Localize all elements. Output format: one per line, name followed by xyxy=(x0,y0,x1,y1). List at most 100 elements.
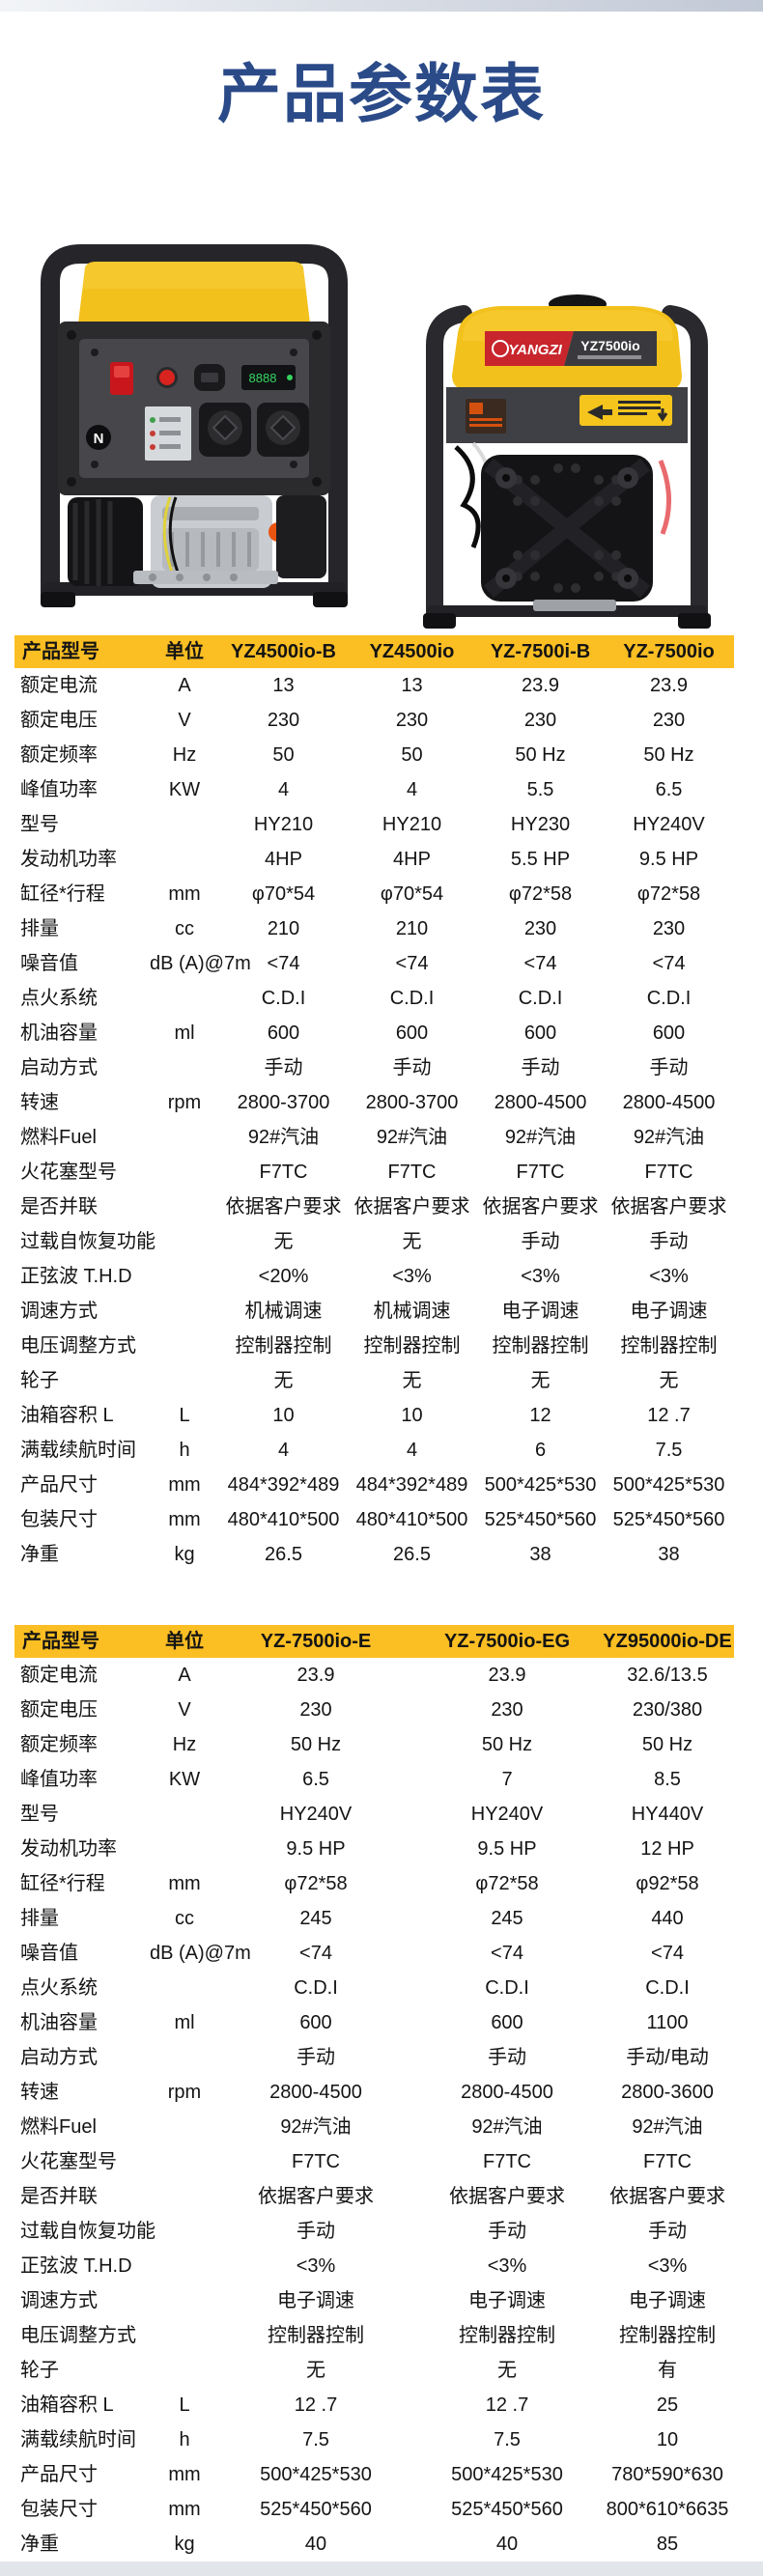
table-row: 缸径*行程 mm φ72*58 φ72*58 φ92*58 xyxy=(14,1866,734,1901)
spec-label: 过载自恢复功能 xyxy=(20,1231,155,1252)
spec-label: 燃料Fuel xyxy=(20,2116,97,2138)
spec-value: <3% xyxy=(649,1266,689,1287)
spec-label: 过载自恢复功能 xyxy=(20,2221,155,2242)
spec-value: 4HP xyxy=(393,849,431,870)
spec-label: 产品尺寸 xyxy=(20,2464,98,2485)
table-row: 净重 kg 40 40 85 xyxy=(14,2527,734,2562)
spec-value: 600 xyxy=(652,1022,686,1044)
table-row: 包装尺寸 mm 525*450*560 525*450*560 800*610*6635 xyxy=(14,2492,734,2527)
table-row: 产品尺寸 mm 484*392*489 484*392*489 500*425*530 5… xyxy=(14,1468,734,1502)
spec-value: 500*425*530 xyxy=(451,2464,563,2485)
spec-value: 4 xyxy=(277,1440,290,1461)
table-row: 缸径*行程 mm φ70*54 φ70*54 φ72*58 φ72*58 xyxy=(14,877,734,911)
spec-value: C.D.I xyxy=(294,1977,338,1999)
spec-value: 230 xyxy=(395,710,429,731)
spec-value: 7 xyxy=(501,1769,513,1790)
digital-meter: 8888 xyxy=(241,365,296,390)
table-row: 调速方式 电子调速 电子调速 电子调速 xyxy=(14,2283,734,2318)
table-row: 发动机功率 4HP 4HP 5.5 HP 9.5 HP xyxy=(14,842,734,877)
table-row: 油箱容积 L L 10 10 12 12 .7 xyxy=(14,1398,734,1433)
spec-value: HY240V xyxy=(279,1804,353,1825)
spec-value: 电子调速 xyxy=(468,2290,546,2311)
spec-value: 484*392*489 xyxy=(355,1474,468,1496)
spec-value: <74 xyxy=(491,1943,523,1964)
spec-unit: mm xyxy=(168,2499,201,2520)
spec-label: 峰值功率 xyxy=(20,1769,98,1790)
spec-value: φ72*58 xyxy=(475,1873,539,1894)
spec-value: 12 xyxy=(529,1405,551,1426)
table-row: 满载续航时间 h 4 4 6 7.5 xyxy=(14,1433,734,1468)
spec-label: 转速 xyxy=(20,1092,59,1113)
spec-label: 缸径*行程 xyxy=(20,1873,105,1894)
spec-value: 控制器控制 xyxy=(459,2325,555,2346)
spec-value: 50 xyxy=(272,744,295,766)
header-model: YZ95000io-DE xyxy=(603,1631,732,1652)
page-title: 产品参数表 xyxy=(217,58,546,129)
table-row: 发动机功率 9.5 HP 9.5 HP 12 HP xyxy=(14,1832,734,1866)
frame-tubes xyxy=(41,244,348,607)
spec-label: 转速 xyxy=(20,2082,59,2103)
table-row: 包装尺寸 mm 480*410*500 480*410*500 525*450*560 5… xyxy=(14,1502,734,1537)
spec-value: 440 xyxy=(651,1908,684,1929)
spec-value: 92#汽油 xyxy=(280,2116,352,2138)
table-row: 满载续航时间 h 7.5 7.5 10 xyxy=(14,2422,734,2457)
spec-value: 7.5 xyxy=(655,1440,683,1461)
spec-value: 230 xyxy=(267,710,300,731)
spec-value: 50 Hz xyxy=(290,1734,342,1755)
spec-label: 包装尺寸 xyxy=(20,1509,98,1530)
spec-value: 525*450*560 xyxy=(451,2499,563,2520)
spec-value: <74 xyxy=(267,953,300,974)
spec-value: φ72*58 xyxy=(508,883,573,905)
spec-value: 92#汽油 xyxy=(376,1127,448,1148)
spec-label: 额定电流 xyxy=(20,1665,98,1686)
spec-value: <74 xyxy=(395,953,429,974)
spec-label: 是否并联 xyxy=(20,1196,98,1218)
table-row: 噪音值 dB (A)@7m <74 <74 <74 <74 xyxy=(14,946,734,981)
spec-value: 600 xyxy=(395,1022,429,1044)
svg-text:YZ7500io: YZ7500io xyxy=(580,338,639,353)
spec-value: 手动 xyxy=(649,1231,689,1252)
spec-value: 600 xyxy=(267,1022,300,1044)
spec-value: 无 xyxy=(659,1370,679,1391)
spec-unit: ml xyxy=(174,1022,195,1044)
spec-label: 包装尺寸 xyxy=(20,2499,98,2520)
spec-unit: KW xyxy=(168,779,201,800)
spec-value: C.D.I xyxy=(389,988,435,1009)
table-row: 点火系统 C.D.I C.D.I C.D.I C.D.I xyxy=(14,981,734,1016)
spec-value: 800*610*6635 xyxy=(606,2499,729,2520)
spec-value: 电子调速 xyxy=(277,2290,354,2311)
spec-value: HY240V xyxy=(633,814,705,835)
spec-value: 依据客户要求 xyxy=(609,2186,725,2207)
spec-unit: mm xyxy=(168,1873,201,1894)
table-row: 额定频率 Hz 50 Hz 50 Hz 50 Hz xyxy=(14,1727,734,1762)
spec-value: 600 xyxy=(491,2012,523,2033)
spec-value: 依据客户要求 xyxy=(225,1196,342,1218)
spec-value: 245 xyxy=(491,1908,523,1929)
spec-value: C.D.I xyxy=(645,1977,690,1999)
table-row: 产品尺寸 mm 500*425*530 500*425*530 780*590*630 xyxy=(14,2457,734,2492)
spec-value: 控制器控制 xyxy=(268,2325,364,2346)
spec-unit: mm xyxy=(168,883,201,905)
spec-value: F7TC xyxy=(516,1162,565,1183)
spec-value: 机械调速 xyxy=(373,1301,451,1322)
spec-value: 2800-3600 xyxy=(621,2082,714,2103)
spec-label: 机油容量 xyxy=(20,1022,98,1044)
spec-value: 依据客户要求 xyxy=(353,1196,470,1218)
spec-value: 2800-4500 xyxy=(461,2082,553,2103)
spec-value: 依据客户要求 xyxy=(258,2186,374,2207)
spec-value: 500*425*530 xyxy=(612,1474,725,1496)
spec-value: 2800-3700 xyxy=(365,1092,459,1113)
spec-label: 启动方式 xyxy=(20,2047,98,2068)
spec-value: 依据客户要求 xyxy=(610,1196,727,1218)
spec-value: C.D.I xyxy=(485,1977,529,1999)
ac-socket-1 xyxy=(199,403,251,457)
table-row: 火花塞型号 F7TC F7TC F7TC xyxy=(14,2144,734,2179)
spec-value: 手动 xyxy=(297,2047,335,2068)
spec-value: 电子调速 xyxy=(630,1301,708,1322)
spec-value: 23.9 xyxy=(297,1665,335,1686)
spec-value: 10 xyxy=(656,2429,679,2450)
table-row: 型号 HY240V HY240V HY440V xyxy=(14,1797,734,1832)
spec-label: 额定电压 xyxy=(20,710,98,731)
spec-value: 600 xyxy=(299,2012,332,2033)
